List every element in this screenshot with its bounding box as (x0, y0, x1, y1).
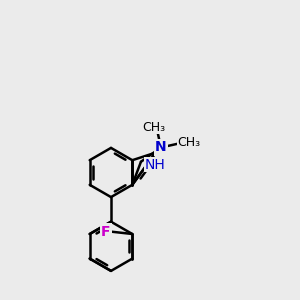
Text: CH₃: CH₃ (142, 121, 165, 134)
Text: CH₃: CH₃ (177, 136, 200, 149)
Text: N: N (155, 140, 167, 154)
Text: F: F (101, 224, 110, 239)
Text: NH: NH (145, 158, 166, 172)
